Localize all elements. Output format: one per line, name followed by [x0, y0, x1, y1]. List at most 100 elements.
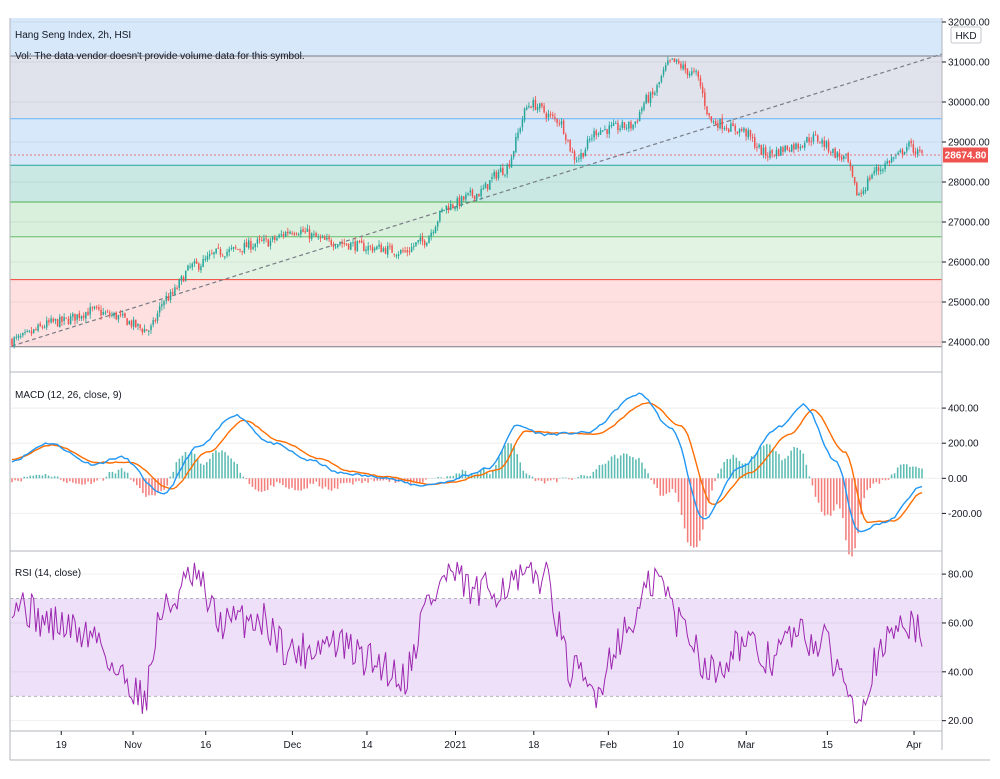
candle-body — [654, 92, 656, 95]
candle-body — [803, 143, 806, 148]
candle-body — [250, 241, 252, 250]
candle-body — [853, 176, 856, 184]
candle-body — [497, 171, 500, 179]
candle-body — [373, 248, 376, 251]
candle-body — [634, 121, 637, 125]
macd-histogram-bar — [510, 443, 512, 479]
candle-body — [41, 326, 44, 328]
fib-retracement-bands — [10, 18, 942, 347]
macd-histogram-bar — [836, 478, 838, 505]
candle-body — [686, 68, 689, 75]
candle-body — [39, 323, 41, 327]
macd-histogram-bar — [56, 476, 59, 479]
macd-histogram-bar — [218, 452, 220, 479]
candle-body — [745, 128, 747, 137]
macd-histogram-bar — [501, 451, 503, 479]
candle-body — [777, 149, 780, 156]
candle-body — [289, 231, 291, 234]
rsi-tick-label: 80.00 — [948, 570, 973, 581]
candle-body — [217, 247, 220, 249]
macd-histogram-bar — [111, 471, 114, 479]
candle-body — [67, 318, 70, 324]
candle-body — [228, 249, 230, 253]
macd-histogram-bar — [333, 478, 336, 489]
macd-histogram-bar — [622, 453, 625, 479]
trend-line[interactable] — [11, 53, 943, 347]
symbol-title[interactable]: Hang Seng Index, 2h, HSI — [15, 30, 131, 41]
candle-body — [480, 189, 482, 197]
macd-histogram-bar — [105, 476, 108, 479]
time-axis[interactable]: 19 Nov 16 Dec 14 2021 18 Feb 10 Mar 15 Apr — [56, 731, 923, 751]
candle-body — [32, 329, 35, 333]
candle-body — [751, 136, 754, 138]
candle-body — [302, 229, 304, 232]
price-tick-label: 31000.00 — [948, 58, 990, 69]
macd-histogram-bar — [890, 474, 893, 479]
macd-histogram-bar — [14, 478, 16, 481]
macd-histogram-bar — [288, 478, 290, 489]
candle-body — [76, 314, 78, 320]
candle-body — [226, 251, 228, 256]
candle-body — [573, 151, 576, 160]
macd-histogram-bar — [306, 478, 308, 489]
macd-histogram-bar — [233, 461, 235, 479]
macd-histogram-bar — [823, 478, 826, 516]
rsi-axis[interactable]: 80.00 60.00 40.00 20.00 — [942, 570, 973, 728]
macd-histogram-bar — [199, 463, 202, 479]
candle-body — [714, 121, 717, 125]
candle-body — [862, 190, 865, 194]
candle-body — [400, 250, 402, 254]
macd-histogram-bar — [59, 478, 62, 480]
candle-body — [410, 246, 413, 252]
currency-tag[interactable]: HKD — [950, 26, 982, 44]
candle-body — [704, 92, 706, 106]
rsi-pane[interactable]: RSI (14, close) — [10, 561, 942, 724]
macd-histogram-bar — [647, 473, 649, 479]
macd-histogram-bar — [93, 478, 95, 483]
candle-body — [156, 313, 159, 321]
candle-body — [376, 246, 378, 250]
candle-body — [389, 245, 391, 247]
macd-histogram-bar — [799, 450, 802, 479]
macd-histogram-bar — [629, 456, 631, 479]
rsi-label[interactable]: RSI (14, close) — [15, 568, 81, 579]
macd-histogram-bar — [209, 458, 211, 479]
candle-body — [586, 139, 589, 149]
candle-body — [462, 196, 465, 200]
macd-histogram-bar — [696, 478, 698, 548]
macd-histogram-bar — [339, 478, 342, 484]
candle-body — [241, 250, 243, 252]
macd-histogram-bar — [887, 478, 890, 480]
candle-body — [906, 146, 908, 152]
candle-body — [193, 261, 196, 264]
macd-histogram-bar — [17, 478, 19, 481]
candle-body — [615, 122, 617, 124]
price-tick-label: 26000.00 — [948, 258, 990, 269]
macd-histogram-bar — [653, 478, 655, 485]
candle-body — [85, 312, 87, 319]
price-axis[interactable]: 32000.00 31000.00 30000.00 29000.00 28000.00… — [942, 18, 990, 349]
macd-histogram-bar — [589, 475, 592, 479]
time-tick-label: Apr — [906, 740, 922, 751]
candle-body — [339, 243, 341, 245]
macd-histogram-bar — [659, 478, 662, 496]
macd-histogram-bar — [96, 478, 98, 481]
candle-body — [495, 172, 498, 179]
candle-body — [508, 163, 511, 167]
candle-body — [873, 171, 875, 174]
candle-body — [625, 127, 628, 129]
candle-body — [680, 63, 682, 69]
macd-histogram-bar — [580, 474, 582, 479]
macd-axis[interactable]: 400.00 200.00 0.00 -200.00 — [942, 404, 982, 520]
macd-histogram-bar — [148, 478, 150, 496]
candle-body — [478, 193, 480, 197]
candle-body — [334, 246, 337, 248]
candle-body — [541, 103, 543, 107]
macd-label[interactable]: MACD (12, 26, close, 9) — [15, 390, 122, 401]
candle-body — [337, 244, 339, 248]
price-pane[interactable]: Hang Seng Index, 2h, HSI Vol: The data v… — [10, 18, 943, 349]
macd-pane[interactable]: MACD (12, 26, close, 9) — [10, 390, 942, 557]
pane-separators — [9, 18, 990, 761]
candle-body — [200, 266, 202, 271]
macd-grid — [10, 407, 942, 514]
